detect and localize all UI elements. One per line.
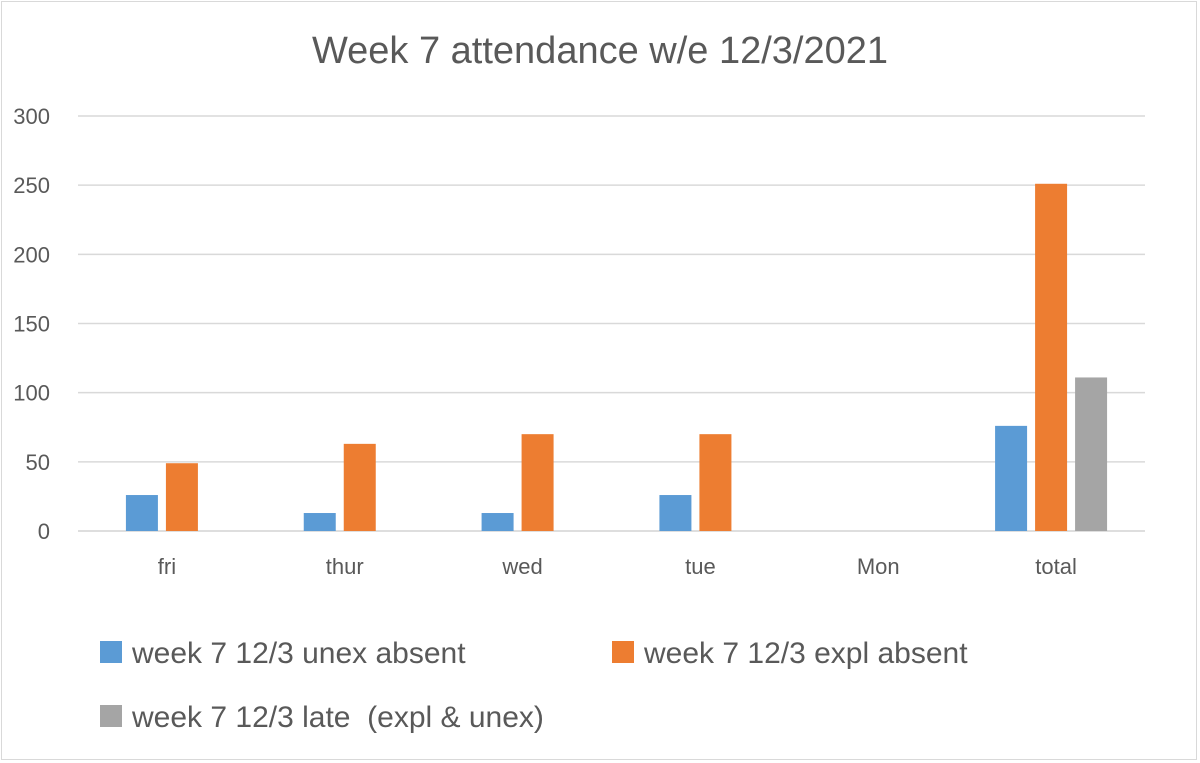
x-axis-ticks: fri thur wed tue Mon total (158, 554, 1077, 579)
x-tick-label: tue (685, 554, 716, 579)
bars (125, 183, 1108, 532)
y-tick-label: 50 (26, 450, 50, 475)
x-tick-label: Mon (857, 554, 900, 579)
bar-total-series-1 (995, 425, 1028, 531)
bar-wed-series-1 (481, 513, 514, 531)
legend: week 7 12/3 unex absent week 7 12/3 expl … (100, 637, 968, 734)
x-tick-label: total (1035, 554, 1077, 579)
bar-total-series-3 (1075, 377, 1108, 531)
x-tick-label: fri (158, 554, 176, 579)
bar-thur-series-2 (343, 443, 376, 531)
y-tick-label: 0 (38, 519, 50, 544)
bar-fri-series-2 (165, 463, 198, 531)
y-tick-label: 150 (13, 312, 50, 337)
bar-thur-series-1 (303, 513, 336, 531)
bar-tue-series-1 (659, 495, 692, 531)
bar-fri-series-1 (125, 495, 158, 531)
chart-title: Week 7 attendance w/e 12/3/2021 (312, 30, 888, 72)
y-axis-ticks: 0 50 100 150 200 250 300 (13, 104, 50, 544)
legend-label: week 7 12/3 unex absent (131, 637, 466, 670)
y-tick-label: 200 (13, 242, 50, 267)
y-tick-label: 300 (13, 104, 50, 129)
bar-total-series-2 (1035, 183, 1068, 532)
legend-label: week 7 12/3 expl absent (643, 637, 968, 670)
bar-tue-series-2 (699, 434, 732, 531)
y-tick-label: 100 (13, 381, 50, 406)
legend-label: week 7 12/3 late (expl & unex) (131, 701, 544, 734)
legend-swatch (100, 641, 122, 663)
gridlines (78, 115, 1145, 532)
x-tick-label: wed (501, 554, 542, 579)
legend-swatch (100, 705, 122, 727)
bar-wed-series-2 (521, 434, 554, 531)
legend-swatch (612, 641, 634, 663)
y-tick-label: 250 (13, 173, 50, 198)
x-tick-label: thur (326, 554, 364, 579)
